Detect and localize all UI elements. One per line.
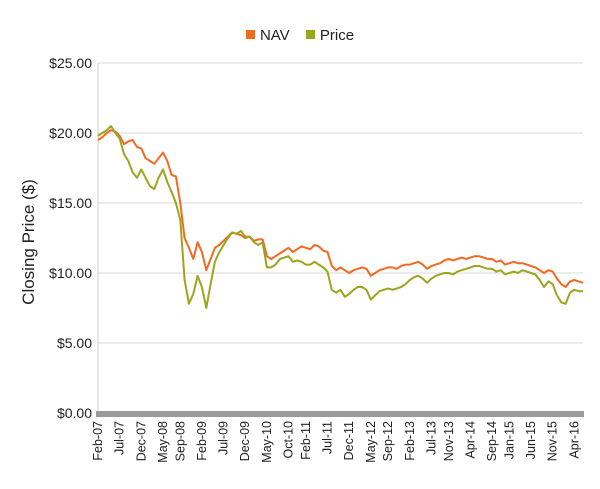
x-tick-label: Sep-14 [485, 421, 499, 461]
x-tick-label: Dec-09 [238, 421, 252, 461]
x-tick-label: Jul-13 [424, 421, 438, 455]
y-axis-label: Closing Price ($) [19, 179, 38, 305]
x-tick-label: Jul-07 [113, 421, 127, 455]
legend-label-price: Price [319, 27, 355, 44]
legend-item-price[interactable]: Price [305, 27, 355, 44]
x-tick-label: Jun-15 [524, 421, 538, 459]
x-tick-label: Feb-11 [299, 421, 313, 460]
legend-item-nav[interactable]: NAV [245, 27, 290, 44]
x-tick-label: Dec-07 [134, 421, 148, 461]
gridlines [97, 62, 583, 414]
x-axis-bar [96, 411, 584, 417]
x-tick-label: Oct-10 [282, 421, 296, 459]
x-tick-label: May-12 [364, 421, 378, 463]
y-axis-ticks: $0.00 $5.00 $10.00 $15.00 $20.00 $25.00 [49, 55, 92, 421]
x-tick-label: Feb-13 [403, 421, 417, 461]
x-tick-label: Feb-07 [91, 421, 105, 461]
series-line-price [97, 125, 583, 309]
y-tick-label: $20.00 [49, 125, 92, 141]
y-tick-label: $10.00 [49, 265, 92, 281]
legend-swatch-price [305, 30, 315, 39]
x-tick-label: Nov-13 [442, 421, 456, 461]
legend-label-nav: NAV [259, 27, 290, 44]
y-tick-label: $0.00 [57, 405, 92, 421]
x-tick-label: Nov-15 [546, 421, 560, 461]
series-line-nav [97, 129, 584, 288]
series-lines [97, 125, 584, 309]
x-tick-label: Sep-08 [173, 421, 187, 461]
y-tick-label: $15.00 [49, 195, 92, 211]
x-tick-label: Jul-11 [321, 421, 335, 454]
y-tick-label: $5.00 [57, 335, 92, 351]
x-tick-label: Dec-11 [342, 421, 356, 460]
x-tick-label: Apr-14 [463, 421, 477, 459]
x-tick-label: Apr-16 [567, 421, 581, 459]
y-tick-label: $25.00 [49, 55, 92, 71]
legend-swatch-nav [245, 30, 255, 39]
x-tick-label: May-10 [260, 421, 274, 463]
x-tick-label: Feb-09 [195, 421, 209, 461]
x-tick-label: May-08 [156, 421, 170, 463]
x-tick-label: Jan-15 [502, 421, 516, 459]
x-tick-label: Sep-12 [381, 421, 395, 461]
x-axis-ticks: Feb-07 Jul-07 Dec-07 May-08 Sep-08 Feb-09 Jul-… [91, 421, 581, 463]
chart-legend: NAV Price [0, 27, 600, 44]
x-tick-label: Jul-09 [217, 421, 231, 455]
